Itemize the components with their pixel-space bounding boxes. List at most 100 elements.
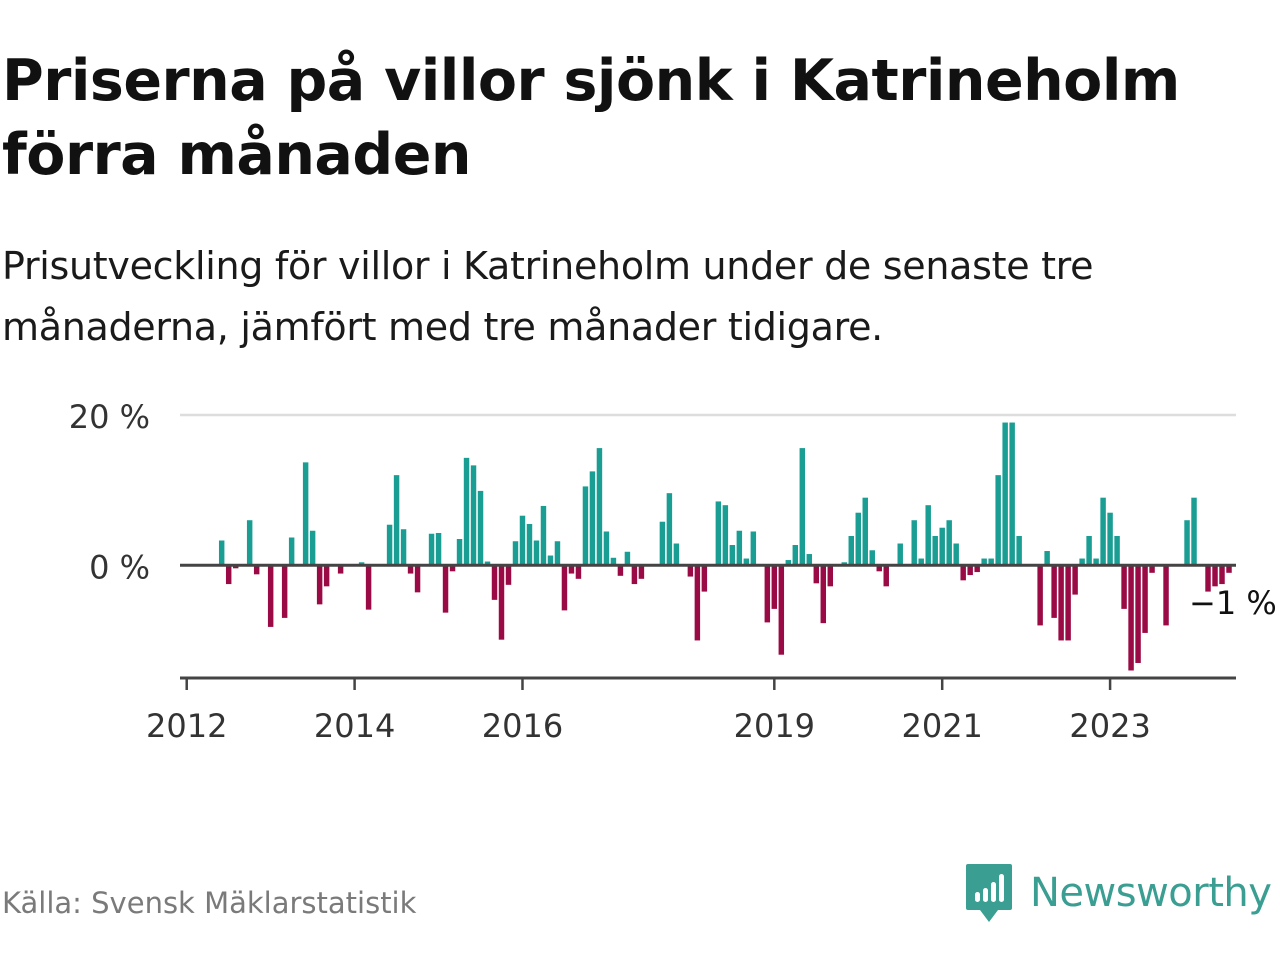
bar <box>939 527 945 566</box>
bar <box>302 462 309 566</box>
bar <box>981 558 987 566</box>
bar <box>1135 565 1141 663</box>
bar <box>848 535 854 566</box>
bar <box>505 565 512 585</box>
bar <box>1065 565 1071 641</box>
bar-chart: 0 % 20 % 2012 2014 2016 2019 2021 2023 −1 % <box>69 398 1277 745</box>
bar <box>1044 551 1050 566</box>
bar <box>1058 565 1064 641</box>
bar <box>897 543 903 566</box>
bar <box>337 565 344 574</box>
bar <box>225 565 232 585</box>
x-tick-label: 2021 <box>901 707 982 745</box>
brand-logo: Newsworthy <box>964 862 1272 924</box>
bar <box>995 475 1001 566</box>
last-value-label: −1 % <box>1189 584 1277 622</box>
bar <box>771 565 778 609</box>
bar <box>519 515 526 566</box>
bar <box>1051 565 1057 618</box>
bar <box>498 565 505 640</box>
bar <box>736 530 743 566</box>
bar <box>799 448 806 566</box>
bar <box>407 565 414 574</box>
bar <box>540 505 547 566</box>
source-note: Källa: Svensk Mäklarstatistik <box>2 886 417 920</box>
bar <box>603 531 610 566</box>
bar <box>1212 565 1218 587</box>
bar <box>701 565 708 592</box>
bar <box>932 535 938 566</box>
x-tick-label: 2012 <box>146 707 227 745</box>
bar <box>1226 565 1232 573</box>
bar <box>1002 422 1008 566</box>
bar <box>967 565 973 576</box>
bar <box>617 565 624 576</box>
bar <box>715 501 722 566</box>
bar <box>428 533 435 566</box>
bar <box>925 505 931 566</box>
bar <box>743 558 750 566</box>
bar-chart-speech-icon <box>966 864 1012 922</box>
bar <box>575 565 582 579</box>
bar <box>442 565 449 613</box>
bar <box>309 530 316 566</box>
bar <box>876 565 882 572</box>
bar <box>1121 565 1127 609</box>
bar <box>841 562 847 566</box>
bar <box>393 475 400 566</box>
bar <box>631 565 638 585</box>
y-tick-label: 0 % <box>89 548 150 586</box>
bar <box>1205 565 1211 592</box>
bar <box>547 555 554 566</box>
bar <box>463 457 470 566</box>
bar <box>694 565 701 641</box>
bar <box>666 493 673 566</box>
bar <box>1093 558 1099 566</box>
bar <box>855 512 861 566</box>
bar <box>785 560 792 566</box>
bar <box>1191 497 1197 566</box>
bar <box>792 545 799 566</box>
chart-title: Priserna på villor sjönk i Katrineholm f… <box>2 48 1180 188</box>
brand-name: Newsworthy <box>1030 870 1272 916</box>
bar <box>484 561 491 566</box>
chart-subtitle: Prisutveckling för villor i Katrineholm … <box>2 244 1094 349</box>
bar <box>722 505 729 566</box>
bar <box>491 565 498 600</box>
bar <box>218 540 225 566</box>
bar <box>400 529 407 566</box>
bar <box>974 565 980 573</box>
bar <box>232 565 239 569</box>
bar <box>1107 512 1113 566</box>
bar <box>386 524 393 566</box>
bar <box>1114 535 1120 566</box>
bar <box>638 565 645 579</box>
bar <box>568 565 575 574</box>
x-tick-label: 2019 <box>734 707 815 745</box>
bar <box>323 565 330 587</box>
bar <box>477 490 484 566</box>
bar <box>1100 497 1106 566</box>
bar <box>911 520 917 566</box>
bar <box>554 541 561 566</box>
bar <box>1163 565 1169 626</box>
bar <box>610 557 617 566</box>
bar <box>1009 422 1015 566</box>
bar <box>316 565 323 605</box>
bar <box>449 565 456 572</box>
x-tick-label: 2014 <box>314 707 395 745</box>
bar <box>806 554 813 566</box>
bar <box>673 543 680 566</box>
bar <box>596 448 603 566</box>
bar <box>659 521 666 566</box>
bar <box>365 565 372 610</box>
bar <box>456 539 463 566</box>
bar <box>729 545 736 566</box>
bar <box>246 520 253 566</box>
x-tick-label: 2023 <box>1069 707 1150 745</box>
bar <box>624 551 631 566</box>
bar <box>561 565 568 611</box>
bar <box>1184 520 1190 566</box>
bar <box>253 565 260 575</box>
bar <box>813 565 820 584</box>
